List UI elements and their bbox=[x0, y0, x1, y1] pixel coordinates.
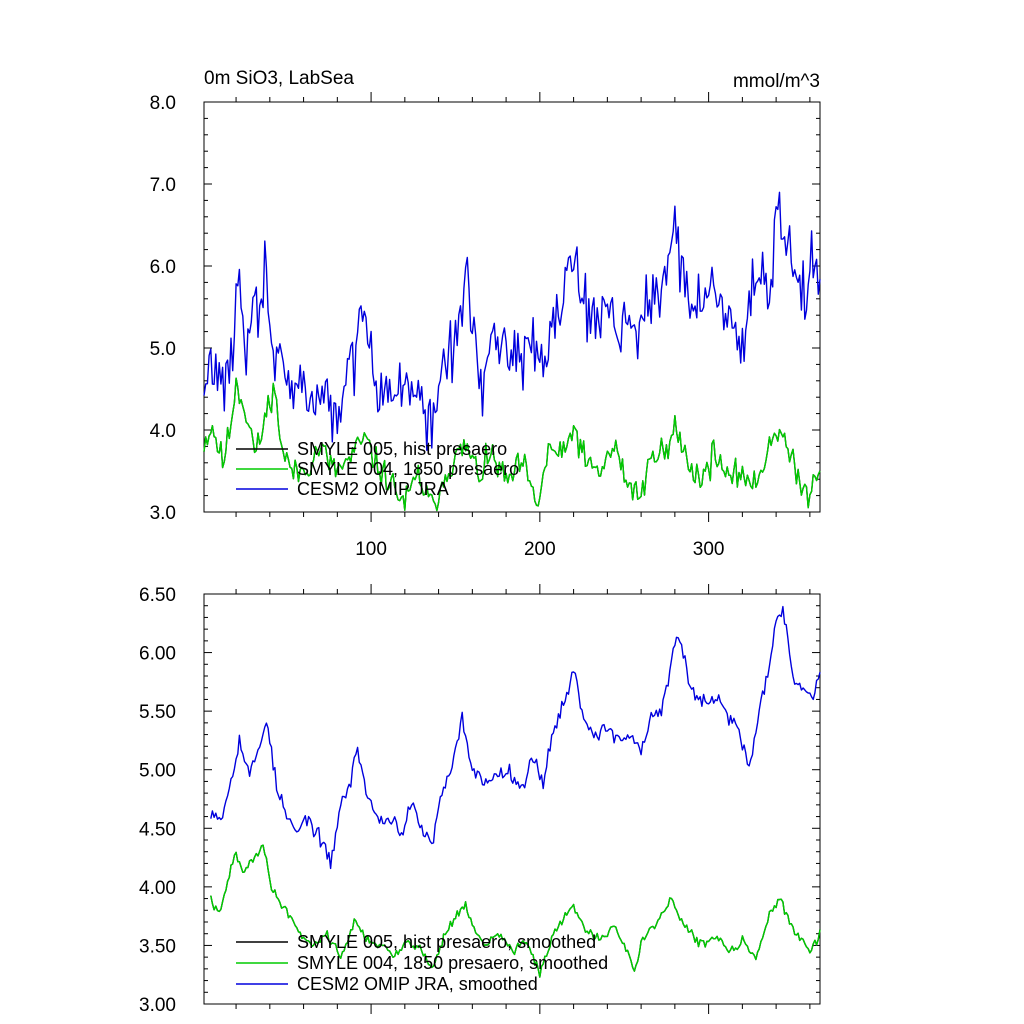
x-tick-label: 100 bbox=[355, 539, 387, 560]
x-tick-label: 300 bbox=[693, 539, 725, 560]
y-tick-label: 3.00 bbox=[139, 995, 176, 1016]
y-tick-label: 3.50 bbox=[139, 936, 176, 957]
series-line-2 bbox=[203, 377, 821, 512]
y-tick-label: 3.0 bbox=[150, 503, 176, 524]
y-tick-label: 6.0 bbox=[150, 257, 176, 278]
y-tick-label: 4.50 bbox=[139, 819, 176, 840]
y-tick-label: 5.50 bbox=[139, 702, 176, 723]
y-tick-label: 6.00 bbox=[139, 644, 176, 665]
panel-daily: 3.0 4.0 5.0 6.0 7.0 8.0 100 200 300 SMYLE 005, hi… bbox=[150, 92, 821, 560]
series-line-3 bbox=[203, 191, 821, 451]
legend-label: CESM2 OMIP JRA bbox=[297, 479, 449, 499]
y-tick-label: 8.0 bbox=[150, 93, 176, 114]
y-tick-label: 5.0 bbox=[150, 339, 176, 360]
panel-smoothed: 3.00 3.50 4.00 4.50 5.00 5.50 6.00 6.50 SMYLE 00… bbox=[139, 584, 821, 1016]
legend-label: CESM2 OMIP JRA, smoothed bbox=[297, 974, 538, 994]
units-label: mmol/m^3 bbox=[733, 71, 820, 92]
y-tick-label: 7.0 bbox=[150, 175, 176, 196]
plot-frame bbox=[203, 101, 821, 513]
y-tick-label: 4.00 bbox=[139, 878, 176, 899]
legend-label: SMYLE 005, hist presaero bbox=[297, 439, 507, 459]
legend-label: SMYLE 004, 1850 presaero bbox=[297, 459, 519, 479]
y-tick-label: 6.50 bbox=[139, 585, 176, 606]
x-tick-label: 200 bbox=[524, 539, 556, 560]
y-tick-label: 4.0 bbox=[150, 421, 176, 442]
legend-label: SMYLE 004, 1850 presaero, smoothed bbox=[297, 953, 608, 973]
figure-title: 0m SiO3, LabSea bbox=[204, 68, 354, 89]
series-line-3 bbox=[210, 605, 821, 870]
legend-label: SMYLE 005, hist presaero, smoothed bbox=[297, 932, 596, 952]
series-line-2 bbox=[210, 844, 821, 978]
y-tick-label: 5.00 bbox=[139, 761, 176, 782]
plot-frame bbox=[203, 593, 821, 1005]
